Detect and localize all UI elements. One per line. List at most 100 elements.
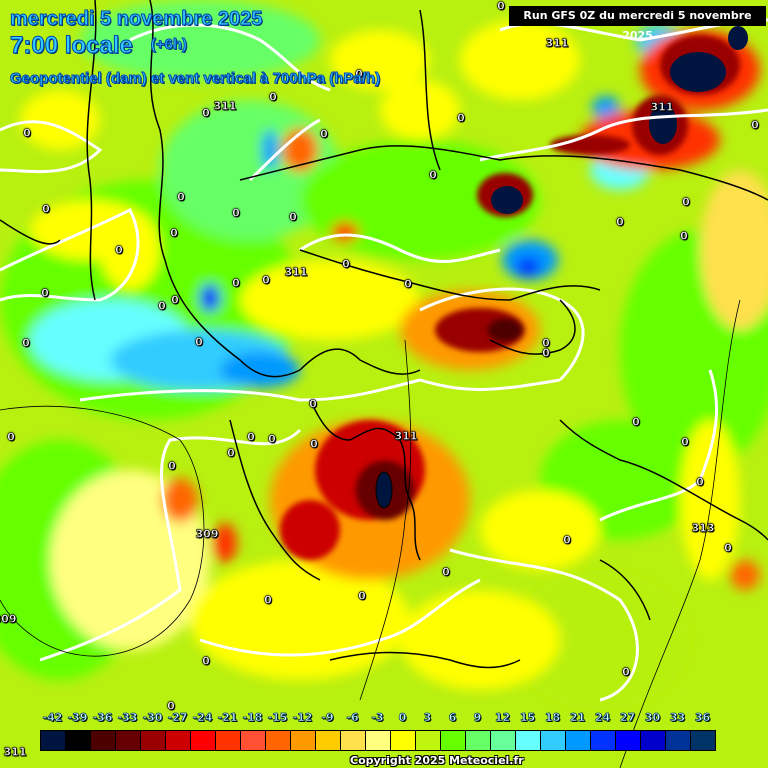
geopotential-contour-label: 311 bbox=[650, 100, 674, 114]
colorbar-cell bbox=[141, 731, 166, 750]
zero-contour-label: 0 bbox=[497, 0, 505, 13]
zero-contour-label: 0 bbox=[232, 276, 240, 290]
geopotential-contour-label: 309 bbox=[195, 527, 219, 541]
geopotential-contour-label: 311 bbox=[213, 99, 237, 113]
geopotential-contour-label: 311 bbox=[3, 745, 27, 759]
zero-contour-label: 0 bbox=[264, 593, 272, 607]
zero-contour-label: 0 bbox=[262, 273, 270, 287]
colorbar-cell bbox=[541, 731, 566, 750]
colorbar-tick-label: 3 bbox=[423, 711, 432, 725]
geopotential-contour-label: 313 bbox=[691, 521, 715, 535]
colorbar-tick-label: -42 bbox=[42, 711, 63, 725]
map-date-title: mercredi 5 novembre 2025 bbox=[9, 8, 263, 31]
colorbar-cell bbox=[441, 731, 466, 750]
colorbar-tick-label: -33 bbox=[117, 711, 138, 725]
zero-contour-label: 0 bbox=[681, 435, 689, 449]
colorbar bbox=[40, 730, 716, 751]
colorbar-cell bbox=[316, 731, 341, 750]
local-time: 7:00 locale bbox=[10, 32, 134, 60]
colorbar-tick-label: 6 bbox=[448, 711, 457, 725]
colorbar-tick-label: -12 bbox=[292, 711, 313, 725]
zero-contour-label: 0 bbox=[168, 459, 176, 473]
colorbar-tick-label: 21 bbox=[569, 711, 586, 725]
zero-contour-label: 0 bbox=[158, 299, 166, 313]
run-info-banner: Run GFS 0Z du mercredi 5 novembre 2025 bbox=[509, 6, 766, 42]
zero-contour-label: 0 bbox=[268, 432, 276, 446]
zero-contour-label: 0 bbox=[680, 229, 688, 243]
colorbar-cell bbox=[466, 731, 491, 750]
colorbar-tick-label: -21 bbox=[217, 711, 238, 725]
colorbar-cell bbox=[191, 731, 216, 750]
zero-contour-label: 0 bbox=[622, 665, 630, 679]
colorbar-cell bbox=[516, 731, 541, 750]
colorbar-cell bbox=[216, 731, 241, 750]
colorbar-tick-label: -15 bbox=[267, 711, 288, 725]
zero-contour-label: 0 bbox=[358, 589, 366, 603]
colorbar-tick-label: -24 bbox=[192, 711, 213, 725]
projection-lines bbox=[0, 299, 741, 768]
colorbar-tick-label: 36 bbox=[694, 711, 711, 725]
zero-contour-label: 0 bbox=[724, 541, 732, 555]
zero-contour-label: 0 bbox=[202, 106, 210, 120]
zero-contour-label: 0 bbox=[177, 190, 185, 204]
zero-contour-label: 0 bbox=[442, 565, 450, 579]
zero-contour-label: 0 bbox=[429, 168, 437, 182]
zero-contour-label: 0 bbox=[542, 336, 550, 350]
colorbar-cell bbox=[491, 731, 516, 750]
colorbar-cell bbox=[416, 731, 441, 750]
colorbar-cell bbox=[266, 731, 291, 750]
zero-contour-label: 0 bbox=[309, 397, 317, 411]
colorbar-cell bbox=[691, 731, 715, 750]
zero-contour-label: 0 bbox=[202, 654, 210, 668]
colorbar-tick-label: -3 bbox=[371, 711, 384, 725]
zero-contour-label: 0 bbox=[751, 118, 759, 132]
colorbar-ticks: -42 -39 -36 -33 -30 -27 -24 -21 -18 -15 -12 -9 -6 -3 0… bbox=[0, 711, 768, 727]
colorbar-tick-label: -6 bbox=[346, 711, 359, 725]
colorbar-cell bbox=[566, 731, 591, 750]
map-time-title: 7:00 locale (+6h) bbox=[10, 32, 188, 60]
zero-contour-label: 0 bbox=[170, 226, 178, 240]
colorbar-tick-label: 18 bbox=[544, 711, 561, 725]
zero-contour-label: 0 bbox=[7, 430, 15, 444]
colorbar-cell bbox=[366, 731, 391, 750]
zero-contour-label: 0 bbox=[289, 210, 297, 224]
colorbar-tick-label: -30 bbox=[142, 711, 163, 725]
colorbar-cell bbox=[616, 731, 641, 750]
zero-contour-label: 0 bbox=[320, 127, 328, 141]
coastlines bbox=[0, 0, 768, 669]
colorbar-cell bbox=[241, 731, 266, 750]
colorbar-tick-label: 24 bbox=[594, 711, 611, 725]
colorbar-cell bbox=[391, 731, 416, 750]
colorbar-cell bbox=[91, 731, 116, 750]
colorbar-tick-label: -18 bbox=[242, 711, 263, 725]
colorbar-cell bbox=[66, 731, 91, 750]
zero-contour-label: 0 bbox=[542, 346, 550, 360]
colorbar-cell bbox=[291, 731, 316, 750]
zero-contour-label: 0 bbox=[227, 446, 235, 460]
zero-contour-label: 0 bbox=[404, 277, 412, 291]
zero-contour-label: 0 bbox=[22, 336, 30, 350]
geopotential-contour-label: 309 bbox=[0, 612, 17, 626]
colorbar-tick-label: 12 bbox=[494, 711, 511, 725]
zero-contour-label: 0 bbox=[247, 430, 255, 444]
colorbar-tick-label: 27 bbox=[619, 711, 636, 725]
colorbar-cell bbox=[666, 731, 691, 750]
zero-contour-label: 0 bbox=[41, 286, 49, 300]
colorbar-tick-label: -27 bbox=[167, 711, 188, 725]
zero-contour-label: 0 bbox=[310, 437, 318, 451]
colorbar-cell bbox=[641, 731, 666, 750]
zero-contour-label: 0 bbox=[563, 533, 571, 547]
colorbar-tick-label: -9 bbox=[321, 711, 334, 725]
zero-contour-label: 0 bbox=[167, 699, 175, 713]
zero-contour-label: 0 bbox=[682, 195, 690, 209]
zero-contour-label: 0 bbox=[342, 257, 350, 271]
zero-contour-label: 0 bbox=[42, 202, 50, 216]
zero-contour-label: 0 bbox=[632, 415, 640, 429]
forecast-hour: (+6h) bbox=[150, 36, 188, 54]
extreme-descent-cores bbox=[375, 26, 748, 509]
zero-contour-label: 0 bbox=[269, 90, 277, 104]
colorbar-tick-label: 30 bbox=[644, 711, 661, 725]
colorbar-tick-label: -36 bbox=[92, 711, 113, 725]
